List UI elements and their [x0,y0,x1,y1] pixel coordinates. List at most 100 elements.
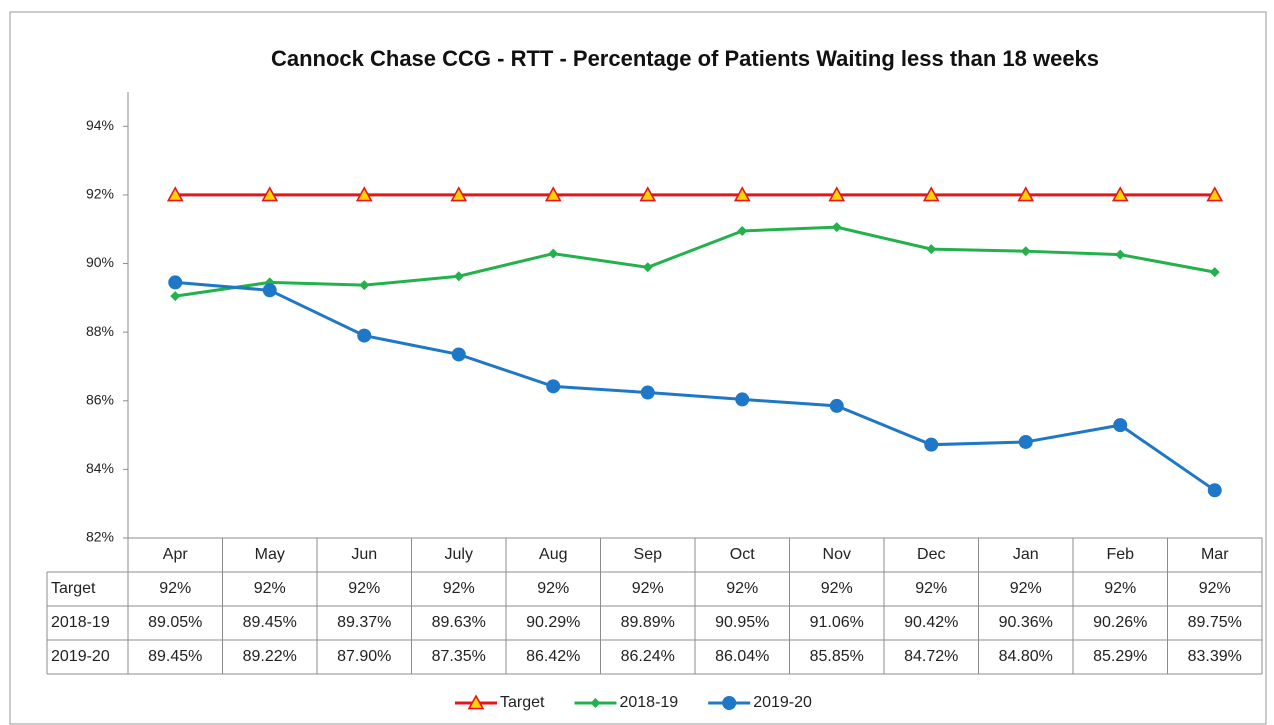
x-tick-label: May [255,546,285,563]
data-point [1018,434,1033,449]
data-point [640,385,655,400]
x-tick-label: Feb [1106,546,1134,563]
table-cell: 91.06% [810,614,864,631]
data-point [1207,483,1222,498]
data-point [1020,246,1031,257]
table-cell: 86.04% [715,648,769,665]
table-cell: 92% [1104,580,1136,597]
chart-title: Cannock Chase CCG - RTT - Percentage of … [271,46,1099,71]
data-point [1017,186,1035,202]
data-point [546,379,561,394]
table-cell: 90.29% [526,614,580,631]
data-point [642,262,653,273]
table-cell: 90.36% [999,614,1053,631]
series-line [175,280,1216,492]
data-point [639,186,657,202]
table-cell: 92% [632,580,664,597]
data-point [170,291,181,302]
x-tick-label: Aug [539,546,567,563]
x-tick-label: Apr [163,546,189,563]
table-cell: 92% [915,580,947,597]
table-cell: 86.24% [621,648,675,665]
data-point [168,275,183,290]
legend-label: Target [500,694,545,711]
table-cell: 92% [726,580,758,597]
table-cell: 89.89% [621,614,675,631]
x-tick-label: Nov [823,546,851,563]
y-tick-label: 82% [86,529,114,545]
table-cell: 89.45% [243,614,297,631]
data-point [166,186,184,202]
legend-label: 2019-20 [753,694,812,711]
table-cell: 92% [1010,580,1042,597]
data-point [733,186,751,202]
data-point [737,225,748,236]
table-cell: 89.75% [1188,614,1242,631]
table-cell: 89.22% [243,648,297,665]
x-tick-label: Jan [1013,546,1039,563]
data-point [357,328,372,343]
x-tick-label: Jun [351,546,377,563]
y-tick-label: 90% [86,254,114,270]
table-cell: 89.45% [148,648,202,665]
data-point [262,283,277,298]
x-tick-label: Sep [634,546,663,563]
table-cell: 85.29% [1093,648,1147,665]
data-point [451,347,466,362]
table-cell: 92% [537,580,569,597]
data-point [261,186,279,202]
table-cell: 85.85% [810,648,864,665]
table-row-label: Target [51,580,96,597]
data-point [1209,267,1220,278]
legend-marker [590,698,601,708]
y-tick-label: 84% [86,460,114,476]
table-cell: 89.05% [148,614,202,631]
table-cell: 92% [443,580,475,597]
data-point [924,437,939,452]
y-tick-label: 88% [86,323,114,339]
y-tick-label: 94% [86,117,114,133]
table-cell: 89.63% [432,614,486,631]
data-point [1111,186,1129,202]
x-tick-label: Oct [730,546,755,563]
x-tick-label: Dec [917,546,945,563]
data-point [1113,418,1128,433]
data-point [359,280,370,291]
table-cell: 90.42% [904,614,958,631]
data-point [1115,249,1126,260]
data-point [544,186,562,202]
table-row-label: 2018-19 [51,614,110,631]
data-point [829,398,844,413]
table-cell: 90.26% [1093,614,1147,631]
data-point [450,186,468,202]
table-cell: 90.95% [715,614,769,631]
chart-frame [9,11,1267,725]
table-cell: 84.72% [904,648,958,665]
table-cell: 87.90% [337,648,391,665]
y-tick-label: 92% [86,186,114,202]
data-point [735,392,750,407]
data-point [828,186,846,202]
data-point [926,244,937,255]
table-cell: 92% [1199,580,1231,597]
table-cell: 92% [159,580,191,597]
data-point [922,186,940,202]
data-point [548,248,559,259]
table-cell: 86.42% [526,648,580,665]
legend-marker [467,694,485,710]
table-cell: 92% [821,580,853,597]
table-cell: 92% [254,580,286,597]
table-row-label: 2019-20 [51,648,110,665]
x-tick-label: July [445,546,473,563]
x-tick-label: Mar [1201,546,1229,563]
table-cell: 87.35% [432,648,486,665]
table-cell: 83.39% [1188,648,1242,665]
table-cell: 92% [348,580,380,597]
series-line [175,225,1216,298]
data-point [453,271,464,282]
table-cell: 89.37% [337,614,391,631]
data-point [355,186,373,202]
legend-label: 2018-19 [619,694,678,711]
y-tick-label: 86% [86,391,114,407]
